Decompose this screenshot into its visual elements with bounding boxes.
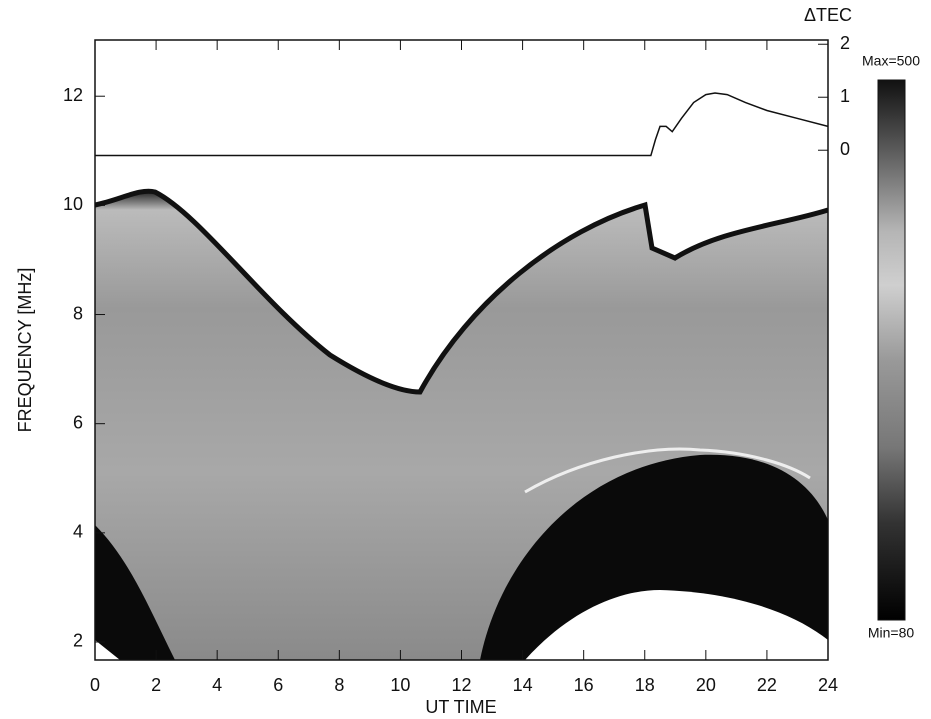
- spectrogram: [95, 188, 828, 660]
- y2-tick-label: 1: [840, 86, 850, 106]
- x-tick-label: 22: [757, 675, 777, 695]
- x-tick-label: 10: [390, 675, 410, 695]
- x-tick-label: 24: [818, 675, 838, 695]
- y-tick-label: 2: [73, 631, 83, 651]
- x-tick-label: 4: [212, 675, 222, 695]
- y2-axis-label: ΔTEC: [804, 5, 852, 25]
- x-tick-label: 6: [273, 675, 283, 695]
- edge: [95, 188, 828, 395]
- y2-tick-label: 0: [840, 139, 850, 159]
- x-tick-label: 0: [90, 675, 100, 695]
- x-tick-label: 8: [334, 675, 344, 695]
- y-tick-label: 8: [73, 303, 83, 323]
- x-tick-label: 14: [513, 675, 533, 695]
- x-tick-label: 12: [451, 675, 471, 695]
- x-axis-label: UT TIME: [425, 697, 496, 717]
- x-tick-label: 2: [151, 675, 161, 695]
- colorbar-max: Max=500: [862, 53, 920, 69]
- y-tick-label: 4: [73, 522, 83, 542]
- x-tick-label: 18: [635, 675, 655, 695]
- y-tick-label: 6: [73, 412, 83, 432]
- x-tick-label: 20: [696, 675, 716, 695]
- colorbar: [877, 79, 906, 621]
- y-tick-label: 10: [63, 194, 83, 214]
- tec-line: [95, 92, 829, 157]
- y-axis-label: FREQUENCY [MHz]: [15, 268, 35, 433]
- y2-tick-label: 2: [840, 33, 850, 53]
- bright-arc: [524, 447, 811, 494]
- y-tick-label: 12: [63, 85, 83, 105]
- left-white: [95, 640, 120, 660]
- left-dark: [95, 525, 175, 660]
- colorbar-min: Min=80: [868, 625, 915, 641]
- x-tick-label: 16: [574, 675, 594, 695]
- inner-dome: [525, 590, 828, 660]
